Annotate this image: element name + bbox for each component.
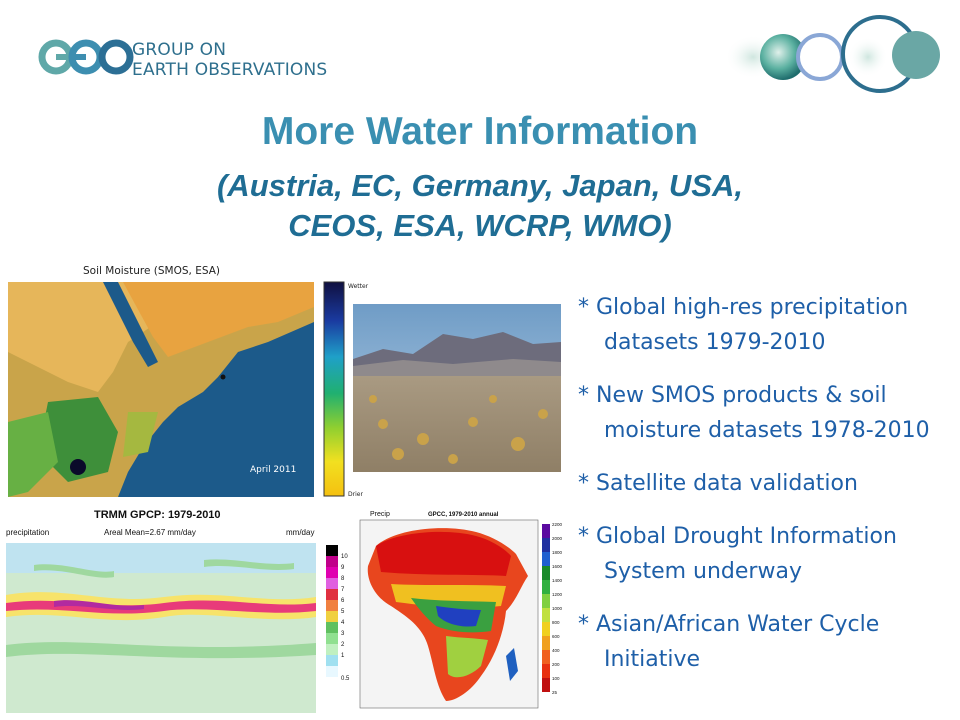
trmm-mean-label: Areal Mean=2.67 mm/day <box>104 528 196 537</box>
geo-logo-icon <box>38 39 134 75</box>
trmm-scale <box>326 545 338 677</box>
trmm-tick: 0.5 <box>341 676 350 682</box>
gpcc-tick: 1800 <box>552 550 563 555</box>
gpcc-tick: 600 <box>552 634 560 639</box>
soil-moisture-scale: Wetter Drier <box>323 281 369 498</box>
gpcc-tick: 200 <box>552 662 560 667</box>
gpcc-tick: 25 <box>552 690 558 695</box>
gpcc-tick: 1000 <box>552 606 563 611</box>
gpcc-tick: 1200 <box>552 592 563 597</box>
page-subtitle: (Austria, EC, Germany, Japan, USA, CEOS,… <box>0 166 960 246</box>
gpcc-title: GPCC, 1979-2010 annual <box>428 512 499 518</box>
decorative-circles-icon <box>728 15 940 93</box>
page-title: More Water Information <box>261 110 699 153</box>
trmm-tick: 2 <box>341 642 345 648</box>
soil-scale-top: Wetter <box>348 283 369 290</box>
org-name-line1: GROUP ON <box>132 40 227 60</box>
org-name: GROUP ON EARTH OBSERVATIONS <box>132 40 327 80</box>
gpcc-tick: 1400 <box>552 578 563 583</box>
soil-scale-bottom: Drier <box>348 491 363 498</box>
trmm-tick: 3 <box>341 631 345 637</box>
gpcc-tick: 800 <box>552 620 560 625</box>
org-name-line2: EARTH OBSERVATIONS <box>132 60 328 80</box>
subtitle-line2: CEOS, ESA, WCRP, WMO) <box>288 208 672 243</box>
soil-moisture-map: April 2011 <box>8 282 314 497</box>
gpcc-tick: 1600 <box>552 564 563 569</box>
trmm-tick: 5 <box>341 609 345 615</box>
trmm-unit-label: mm/day <box>286 528 314 537</box>
gpcc-scale <box>542 524 550 692</box>
trmm-title: TRMM GPCP: 1979-2010 <box>94 509 221 521</box>
trmm-left-label: precipitation <box>6 528 49 537</box>
gpcc-tick: 2000 <box>552 536 563 541</box>
gpcc-africa-map: Precip GPCC, 1979-2010 annual 2200 2000 … <box>356 506 566 710</box>
soil-caption: Soil Moisture (SMOS, ESA) <box>83 265 220 277</box>
soil-date-label: April 2011 <box>250 465 296 475</box>
bullet-item: * Satellite data validation <box>578 471 858 496</box>
bullet-item: * New SMOS products & soil moisture data… <box>578 383 930 443</box>
gpcc-tick: 400 <box>552 648 560 653</box>
bullet-list: * Global high-res precipitation datasets… <box>578 290 958 695</box>
trmm-tick: 4 <box>341 620 345 626</box>
trmm-tick: 7 <box>341 587 345 593</box>
trmm-tick: 8 <box>341 576 345 582</box>
bullet-item: * Global high-res precipitation datasets… <box>578 295 909 355</box>
trmm-tick: 6 <box>341 598 345 604</box>
gpcc-tick: 2200 <box>552 522 563 527</box>
gpcc-precip-label: Precip <box>370 511 390 518</box>
trmm-tick: 9 <box>341 565 345 571</box>
trmm-tick: 10 <box>341 554 348 560</box>
trmm-tick: 1 <box>341 653 345 659</box>
trmm-gpcp-map: TRMM GPCP: 1979-2010 precipitation Areal… <box>4 505 354 715</box>
bullet-item: * Global Drought Information System unde… <box>578 524 897 584</box>
gpcc-tick: 100 <box>552 676 560 681</box>
landscape-photo <box>353 304 561 472</box>
bullet-item: * Asian/African Water Cycle Initiative <box>578 612 880 672</box>
subtitle-line1: (Austria, EC, Germany, Japan, USA, <box>216 168 743 203</box>
